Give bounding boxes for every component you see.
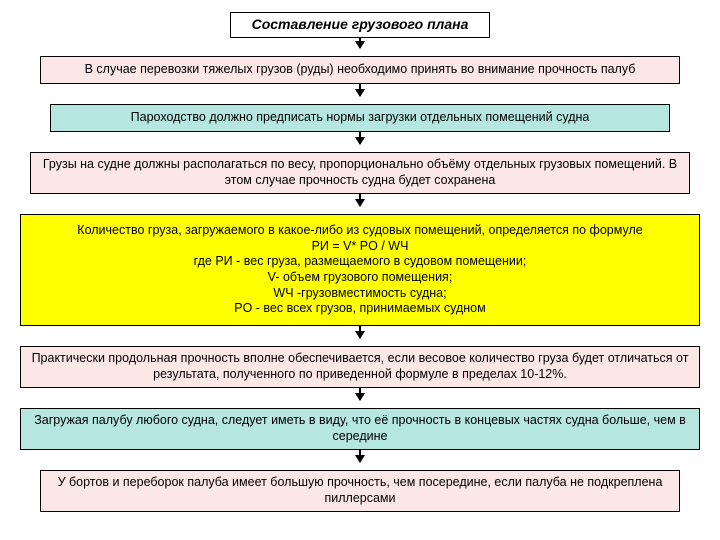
arrow-2	[359, 132, 361, 144]
box-b2: Пароходство должно предписать нормы загр…	[50, 104, 670, 132]
arrow-4	[359, 326, 361, 338]
box-b4: Количество груза, загружаемого в какое-л…	[20, 214, 700, 326]
arrow-1	[359, 84, 361, 96]
arrow-3	[359, 194, 361, 206]
box-b6: Загружая палубу любого судна, следует им…	[20, 408, 700, 450]
arrow-0	[359, 38, 361, 48]
arrow-5	[359, 388, 361, 400]
title-box: Составление грузового плана	[230, 12, 490, 38]
flowchart-container: Составление грузового плана В случае пер…	[0, 0, 720, 540]
box-b7: У бортов и переборок палуба имеет большу…	[40, 470, 680, 512]
arrow-6	[359, 450, 361, 462]
box-b3: Грузы на судне должны располагаться по в…	[30, 152, 690, 194]
box-b5: Практически продольная прочность вполне …	[20, 346, 700, 388]
box-b1: В случае перевозки тяжелых грузов (руды)…	[40, 56, 680, 84]
